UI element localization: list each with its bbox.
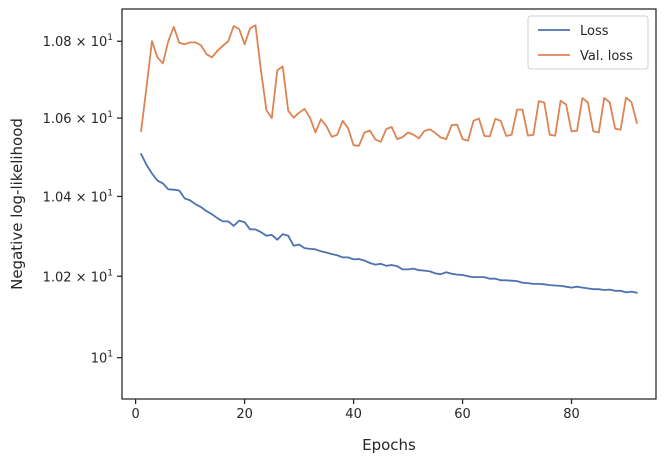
tick-marks [117, 40, 573, 404]
y-axis-label: Negative log-likelihood [8, 118, 26, 290]
legend: Loss Val. loss [527, 15, 649, 70]
y-tick-label: 1.08 × 101 [43, 33, 113, 50]
plot-frame [121, 8, 657, 400]
y-tick-label: 1.02 × 101 [43, 268, 113, 285]
x-tick-label: 40 [345, 407, 362, 422]
x-tick-labels: 0 20 40 60 80 [131, 407, 579, 422]
series-line-val-loss [140, 24, 638, 147]
x-tick-label: 60 [454, 407, 471, 422]
y-tick-label: 101 [91, 350, 113, 367]
y-tick-labels: 101 1.02 × 101 1.04 × 101 1.06 × 101 1.08 × … [43, 33, 113, 366]
x-axis-label: Epochs [362, 436, 416, 454]
x-tick-label: 0 [131, 407, 139, 422]
series-lines [140, 24, 638, 294]
legend-label-val-loss: Val. loss [580, 49, 633, 64]
x-tick-label: 80 [563, 407, 580, 422]
legend-label-loss: Loss [580, 24, 609, 39]
y-tick-label: 1.06 × 101 [43, 110, 113, 127]
x-tick-label: 20 [236, 407, 253, 422]
y-tick-label: 1.04 × 101 [43, 188, 113, 205]
series-line-loss [140, 152, 638, 294]
